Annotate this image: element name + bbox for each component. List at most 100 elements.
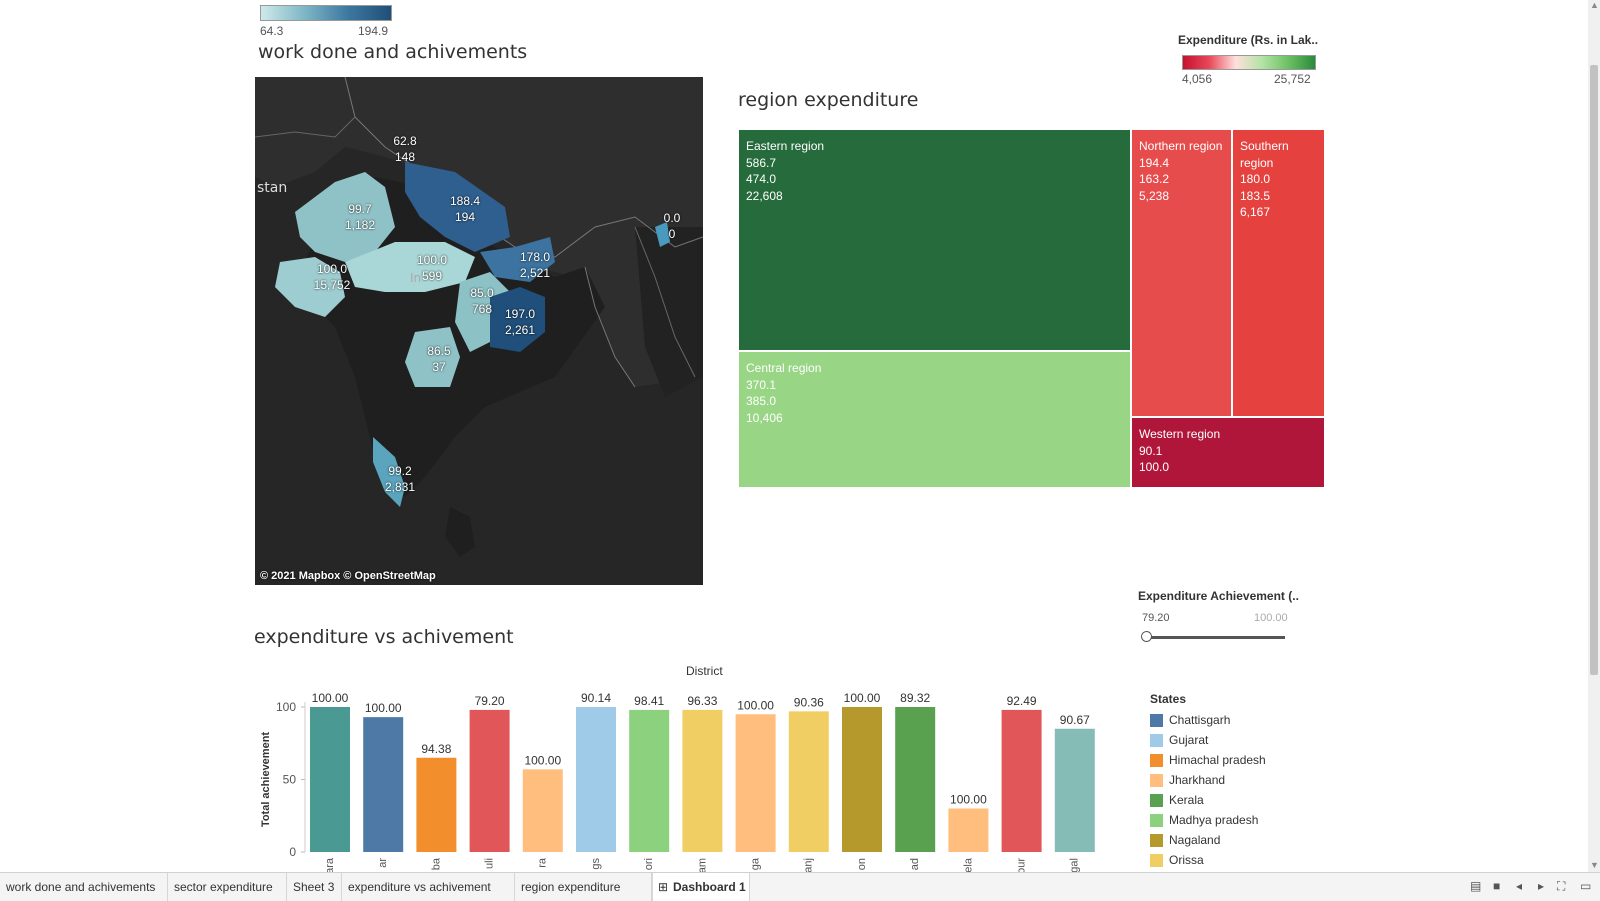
chart-title: expenditure vs achivement [254, 626, 514, 648]
state-rajasthan [295, 172, 395, 262]
legend-item[interactable]: Kerala [1150, 792, 1204, 808]
map-label: 178.0 2,521 [519, 250, 551, 280]
map-label: 197.0 2,261 [504, 307, 536, 337]
bar[interactable] [788, 711, 829, 852]
map-label: 188.4 194 [449, 194, 481, 224]
map-credit: © 2021 Mapbox © OpenStreetMap [260, 570, 436, 582]
x-tick-label: ela [962, 857, 974, 872]
bar[interactable] [310, 707, 350, 852]
bar-value-label: 89.32 [900, 691, 930, 705]
bar[interactable] [629, 709, 670, 852]
legend-item[interactable]: Jharkhand [1150, 772, 1225, 788]
bar-value-label: 100.00 [524, 753, 561, 767]
prev-sheet-icon[interactable]: ◂ [1516, 879, 1523, 893]
y-tick-label: 0 [289, 845, 296, 859]
x-tick-label: ar [377, 858, 389, 868]
bar[interactable] [842, 707, 882, 852]
x-tick-label: ba [430, 857, 442, 870]
bar[interactable] [1054, 728, 1095, 852]
tile-eastern-region[interactable]: Eastern region 586.7 474.0 22,608 [738, 129, 1131, 351]
bar-value-label: 79.20 [475, 694, 505, 708]
slider-max: 100.00 [1254, 612, 1288, 624]
bar[interactable] [363, 717, 404, 852]
legend-swatch [1150, 794, 1163, 808]
bar[interactable] [469, 709, 510, 852]
legend-label: Gujarat [1169, 733, 1209, 747]
chart-y-axis-title: Total achievement [260, 732, 272, 827]
slider-handle[interactable] [1141, 631, 1152, 642]
legend-item[interactable]: Madhya pradesh [1150, 812, 1258, 828]
tile-southern-region[interactable]: Southern region 180.0 183.5 6,167 [1232, 129, 1325, 417]
bar-value-label: 90.67 [1060, 713, 1090, 727]
legend-swatch [1150, 854, 1163, 868]
slider-min: 79.20 [1142, 612, 1170, 624]
bar-value-label: 100.00 [312, 691, 349, 705]
legend-label: Madhya pradesh [1169, 813, 1259, 827]
y-tick-label: 50 [283, 773, 297, 787]
slider-title: Expenditure Achievement (.. [1138, 589, 1299, 603]
legend-title: States [1150, 692, 1187, 706]
treemap-title: region expenditure [738, 89, 919, 111]
bar[interactable] [522, 769, 563, 852]
legend-label: Jharkhand [1169, 773, 1226, 787]
scroll-up-icon[interactable]: ▲ [1590, 0, 1599, 10]
map-legend-max: 194.9 [358, 24, 389, 38]
scrollbar-thumb[interactable] [1590, 65, 1598, 675]
state-uttar-pradesh [405, 162, 510, 252]
tab-dashboard-1-label: Dashboard 1 [673, 880, 746, 894]
dashboard-grid-icon: ⊞ [658, 880, 669, 894]
bar[interactable] [948, 808, 989, 853]
tab-sheet-3[interactable]: Sheet 3 [287, 873, 342, 901]
tab-work-done[interactable]: work done and achivements [0, 873, 168, 901]
x-tick-label: uli [484, 858, 496, 869]
next-sheet-icon[interactable]: ▸ [1538, 879, 1545, 893]
x-tick-label: our [1016, 858, 1028, 872]
bar-chart[interactable]: Total achievement 0 50 100 100.00 ara 100.00 a… [255, 667, 1105, 872]
bar-value-label: 100.00 [737, 698, 774, 712]
tile-central-region[interactable]: Central region 370.1 385.0 10,406 [738, 351, 1131, 488]
map-color-legend [260, 5, 392, 21]
legend-label: Nagaland [1169, 833, 1221, 847]
legend-item[interactable]: Chattisgarh [1150, 712, 1230, 728]
x-tick-label: ara [324, 857, 336, 872]
bar[interactable] [735, 714, 776, 852]
legend-item[interactable]: Nagaland [1150, 832, 1220, 848]
grid-view-icon[interactable]: ■ [1493, 879, 1501, 893]
bar-value-label: 100.00 [950, 793, 987, 807]
bar-value-label: 92.49 [1007, 694, 1037, 708]
slider-track[interactable] [1143, 636, 1285, 639]
legend-item[interactable]: Gujarat [1150, 732, 1208, 748]
presentation-icon[interactable]: ▤ [1470, 879, 1482, 893]
tab-dashboard-1[interactable]: ⊞ Dashboard 1 [652, 873, 750, 901]
fullscreen-icon[interactable]: ⛶ [1557, 879, 1566, 893]
x-tick-label: gs [590, 858, 602, 870]
bar[interactable] [1001, 709, 1042, 852]
bar[interactable] [576, 707, 616, 852]
legend-item[interactable]: Orissa [1150, 852, 1204, 868]
state-madhya-pradesh [345, 242, 475, 292]
state-orissa [490, 287, 545, 352]
tile-northern-region[interactable]: Northern region 194.4 163.2 5,238 [1131, 129, 1232, 417]
tab-region-expenditure[interactable]: region expenditure [515, 873, 652, 901]
state-nagaland [655, 222, 670, 247]
legend-item[interactable]: Himachal pradesh [1150, 752, 1266, 768]
bar[interactable] [895, 707, 936, 852]
scroll-down-icon[interactable]: ▼ [1590, 860, 1599, 870]
expenditure-legend-title: Expenditure (Rs. in Lak.. [1178, 33, 1319, 47]
state-andhra [405, 327, 460, 387]
present-icon[interactable]: ▭ [1580, 879, 1592, 893]
x-tick-label: am [696, 858, 708, 872]
bar[interactable] [416, 757, 457, 852]
tile-western-region[interactable]: Western region 90.1 100.0 [1131, 417, 1325, 488]
bar-value-label: 90.36 [794, 695, 824, 709]
legend-label: Kerala [1169, 793, 1204, 807]
map-label: 62.8 148 [393, 134, 417, 164]
chart-x-axis-title: District [686, 664, 723, 678]
india-map[interactable]: In stan 62.8 148 99.7 1,182 188.4 194 0.0 0 … [255, 77, 703, 585]
bar-value-label: 100.00 [844, 691, 881, 705]
bar[interactable] [682, 709, 723, 852]
tab-expenditure-vs-achivement[interactable]: expenditure vs achivement [342, 873, 515, 901]
bar-value-label: 90.14 [581, 691, 611, 705]
tab-sector-expenditure[interactable]: sector expenditure [168, 873, 287, 901]
sheet-tab-bar: work done and achivements sector expendi… [0, 872, 1600, 901]
